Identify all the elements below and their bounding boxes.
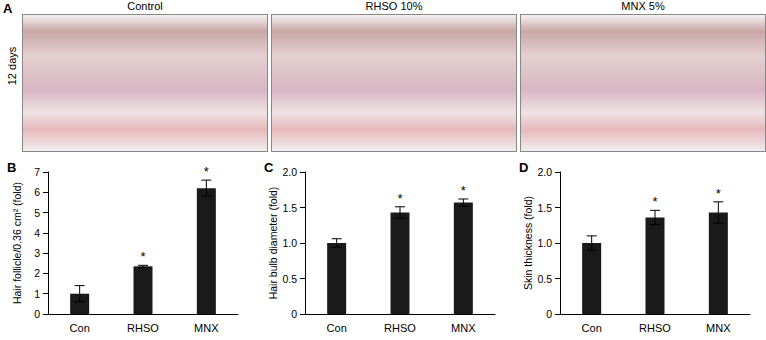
svg-text:7: 7 <box>34 166 40 178</box>
svg-text:C: C <box>264 160 274 175</box>
svg-text:MNX: MNX <box>451 322 476 334</box>
svg-text:B: B <box>7 160 16 175</box>
svg-text:Hair follicle/0.36 cm² (fold): Hair follicle/0.36 cm² (fold) <box>11 182 23 304</box>
svg-text:Con: Con <box>582 322 602 334</box>
html-text:RHSO 10%: RHSO 10% <box>365 0 423 12</box>
svg-text:0: 0 <box>34 308 40 320</box>
svg-text:5: 5 <box>34 207 40 219</box>
html-text:A: A <box>3 1 13 16</box>
svg-text:RHSO: RHSO <box>127 322 159 334</box>
svg-text:Hair bulb diameter (fold): Hair bulb diameter (fold) <box>267 187 279 300</box>
svg-text:Con: Con <box>327 322 347 334</box>
svg-text:1.5: 1.5 <box>282 202 297 214</box>
svg-text:1: 1 <box>34 288 40 300</box>
svg-text:1.0: 1.0 <box>282 237 297 249</box>
svg-text:2.0: 2.0 <box>282 166 297 178</box>
svg-text:*: * <box>397 191 402 206</box>
svg-text:MNX: MNX <box>706 322 731 334</box>
svg-text:1.5: 1.5 <box>537 202 552 214</box>
svg-text:4: 4 <box>34 227 40 239</box>
svg-text:0: 0 <box>546 308 552 320</box>
svg-text:2: 2 <box>34 267 40 279</box>
svg-text:MNX: MNX <box>194 322 219 334</box>
svg-text:2.0: 2.0 <box>537 166 552 178</box>
svg-text:*: * <box>140 249 145 264</box>
svg-text:RHSO: RHSO <box>384 322 416 334</box>
svg-text:1.0: 1.0 <box>537 237 552 249</box>
html-text:MNX 5%: MNX 5% <box>621 0 665 12</box>
svg-text:*: * <box>204 164 209 179</box>
svg-text:Con: Con <box>70 322 90 334</box>
svg-text:*: * <box>716 186 721 201</box>
svg-text:6: 6 <box>34 186 40 198</box>
svg-text:Skin thickness (fold): Skin thickness (fold) <box>522 196 534 290</box>
svg-text:3: 3 <box>34 247 40 259</box>
svg-text:RHSO: RHSO <box>639 322 671 334</box>
html-text:Control: Control <box>127 0 163 12</box>
svg-text:0: 0 <box>291 308 297 320</box>
svg-text:D: D <box>519 160 528 175</box>
svg-text:0.5: 0.5 <box>282 273 297 285</box>
svg-text:*: * <box>652 194 657 209</box>
html-text:12 days: 12 days <box>6 46 18 86</box>
svg-text:*: * <box>461 183 466 198</box>
svg-text:0.5: 0.5 <box>537 273 552 285</box>
